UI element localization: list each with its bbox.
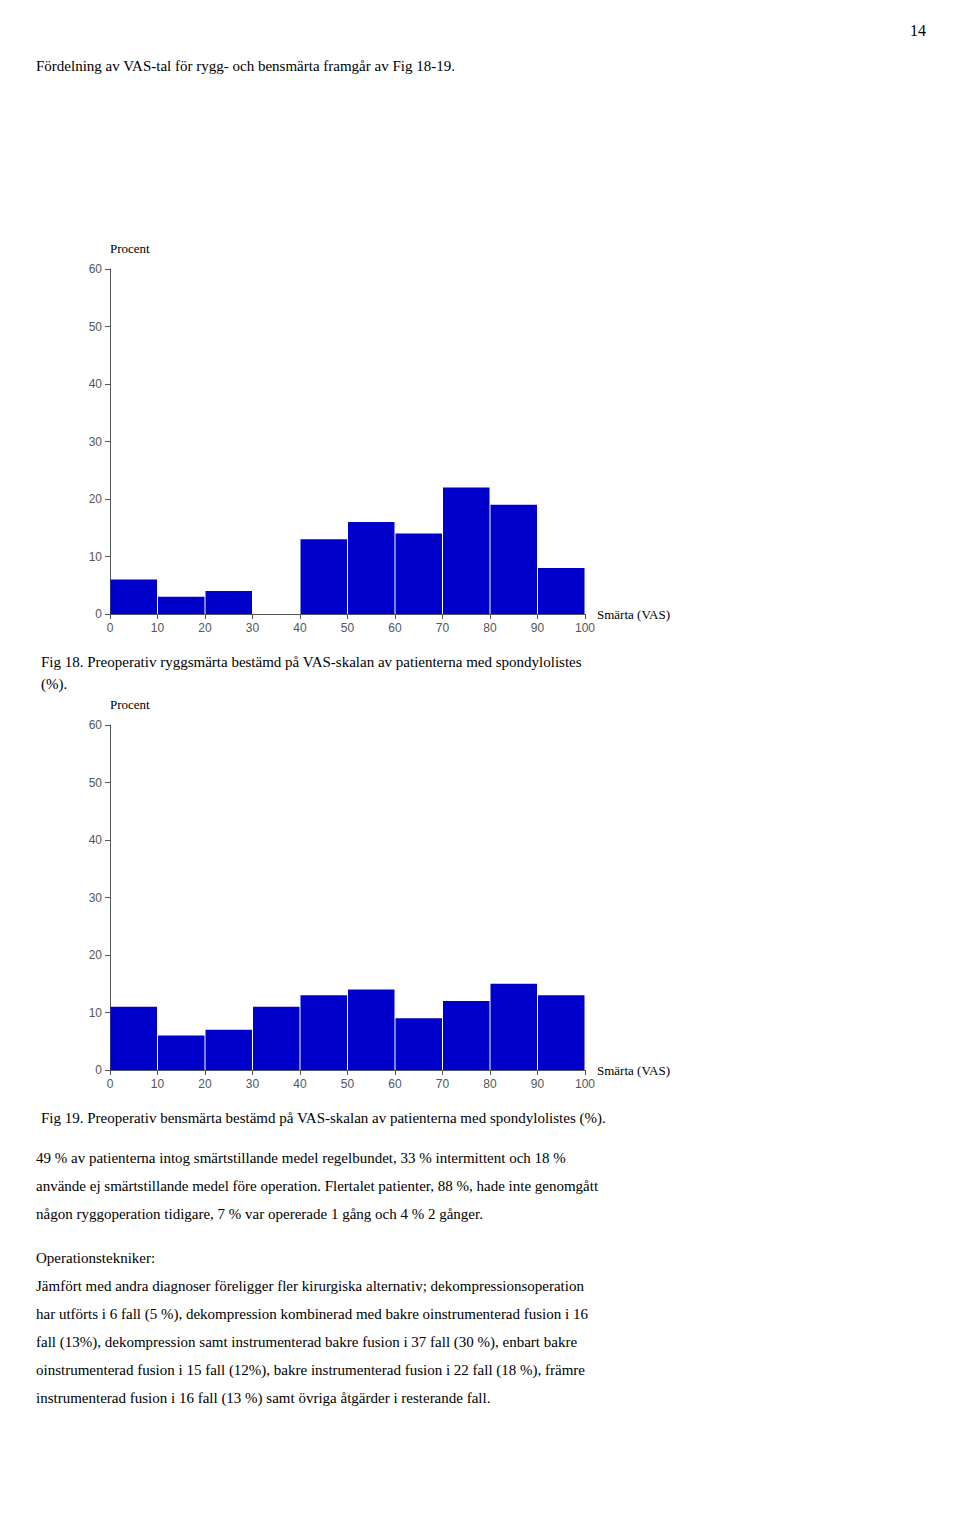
svg-text:Fördelning av VAS-tal för rygg: Fördelning av VAS-tal för rygg- och bens… (36, 58, 455, 74)
svg-text:50: 50 (341, 621, 355, 635)
svg-text:49 % av patienterna intog smär: 49 % av patienterna intog smärtstillande… (36, 1150, 566, 1166)
svg-text:20: 20 (198, 1077, 212, 1091)
svg-text:oinstrumenterad fusion i 15 fa: oinstrumenterad fusion i 15 fall (12%), … (36, 1362, 585, 1379)
svg-text:30: 30 (89, 891, 103, 905)
svg-text:0: 0 (95, 1063, 102, 1077)
svg-text:40: 40 (293, 621, 307, 635)
svg-text:50: 50 (89, 320, 103, 334)
svg-text:60: 60 (388, 621, 402, 635)
svg-text:80: 80 (483, 621, 497, 635)
svg-text:Fig 18. Preoperativ ryggsmärta: Fig 18. Preoperativ ryggsmärta bestämd p… (41, 654, 582, 670)
svg-text:40: 40 (89, 833, 103, 847)
svg-text:0: 0 (95, 607, 102, 621)
svg-text:100: 100 (575, 621, 595, 635)
svg-text:Operationstekniker:: Operationstekniker: (36, 1250, 155, 1266)
svg-text:70: 70 (436, 621, 450, 635)
svg-text:60: 60 (388, 1077, 402, 1091)
svg-text:Jämfört med andra diagnoser fö: Jämfört med andra diagnoser föreligger f… (36, 1278, 584, 1294)
svg-text:50: 50 (89, 776, 103, 790)
svg-text:20: 20 (198, 621, 212, 635)
svg-text:40: 40 (89, 377, 103, 391)
svg-text:100: 100 (575, 1077, 595, 1091)
svg-text:20: 20 (89, 492, 103, 506)
svg-text:använde ej smärtstillande mede: använde ej smärtstillande medel före ope… (36, 1178, 599, 1194)
svg-text:fall (13%), dekompression samt: fall (13%), dekompression samt instrumen… (36, 1334, 577, 1351)
svg-text:30: 30 (246, 1077, 260, 1091)
svg-text:10: 10 (89, 550, 103, 564)
svg-text:30: 30 (89, 435, 103, 449)
svg-text:10: 10 (151, 621, 165, 635)
svg-text:10: 10 (89, 1006, 103, 1020)
svg-text:20: 20 (89, 948, 103, 962)
svg-text:90: 90 (531, 1077, 545, 1091)
svg-text:14: 14 (910, 22, 926, 39)
svg-text:Procent: Procent (110, 241, 150, 256)
svg-text:någon ryggoperation tidigare,: någon ryggoperation tidigare, 7 % var op… (36, 1206, 483, 1222)
svg-text:80: 80 (483, 1077, 497, 1091)
svg-text:Procent: Procent (110, 697, 150, 712)
svg-text:70: 70 (436, 1077, 450, 1091)
svg-text:instrumenterad fusion i 16 fal: instrumenterad fusion i 16 fall (13 %) s… (36, 1390, 490, 1407)
svg-text:30: 30 (246, 621, 260, 635)
svg-text:har utförts i 6 fall (5 %), de: har utförts i 6 fall (5 %), dekompressio… (36, 1306, 588, 1323)
svg-text:60: 60 (89, 262, 103, 276)
svg-text:(%).: (%). (41, 676, 67, 693)
svg-text:0: 0 (107, 1077, 114, 1091)
svg-text:90: 90 (531, 621, 545, 635)
svg-text:Smärta (VAS): Smärta (VAS) (597, 1063, 670, 1078)
svg-text:Fig 19. Preoperativ bensmärta: Fig 19. Preoperativ bensmärta bestämd på… (41, 1110, 606, 1127)
svg-text:Smärta (VAS): Smärta (VAS) (597, 607, 670, 622)
svg-text:50: 50 (341, 1077, 355, 1091)
svg-text:60: 60 (89, 718, 103, 732)
svg-text:0: 0 (107, 621, 114, 635)
svg-text:10: 10 (151, 1077, 165, 1091)
svg-text:40: 40 (293, 1077, 307, 1091)
